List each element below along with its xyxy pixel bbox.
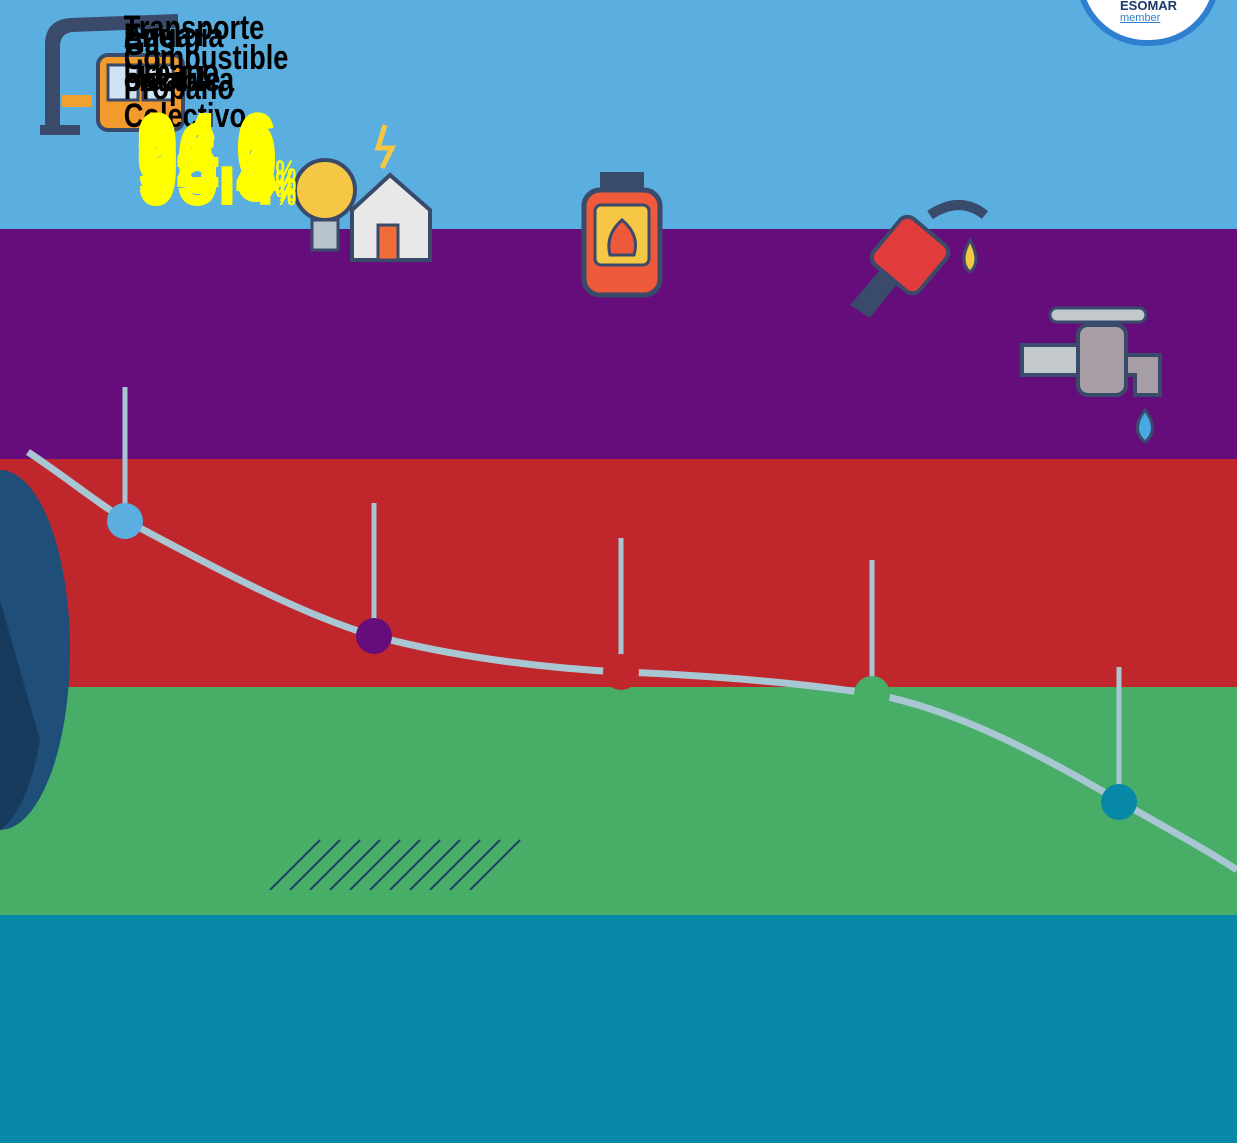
card-label: Combustible [0, 36, 1237, 80]
label-line: Energía [123, 17, 224, 55]
dot [356, 618, 392, 654]
stripes [269, 839, 521, 890]
value-unit: % [275, 175, 297, 208]
label-line: Propano [123, 69, 235, 107]
card-label: Transporte Urbano Colectivo [0, 6, 1237, 138]
dot [854, 676, 890, 712]
card-value: 95.4% [136, 122, 1101, 220]
value-unit: % [275, 155, 297, 188]
label-line: eléctrica [123, 61, 235, 99]
value-number: 96.9 [136, 104, 278, 214]
value-number: 94.6 [136, 92, 278, 202]
logo-text: ESOMAR [1120, 0, 1178, 13]
card-value: 94.3% [136, 118, 1101, 216]
dot [603, 654, 639, 690]
label-line: Urbano [123, 53, 219, 91]
label-line: potable [123, 61, 221, 99]
label-line: Agua [123, 17, 192, 55]
dot [1101, 784, 1137, 820]
label-line: Colectivo [123, 97, 247, 135]
value-unit: % [275, 167, 297, 200]
card: Combustible 94.6% [0, 39, 1237, 915]
logo-sub: member [1120, 12, 1161, 24]
value-number: 94.3 [136, 112, 278, 222]
dot [107, 503, 143, 539]
card-label: Gas Propano [0, 22, 1237, 110]
icons [40, 14, 1162, 444]
card-value: 96.9% [136, 110, 1101, 208]
card: Transporte Urbano Colectivo 96.9% [0, 0, 1237, 229]
card: Agua potable 94.3% [0, 17, 1237, 1143]
label-line: Combustible [123, 39, 289, 77]
card-label: Agua potable [0, 14, 1237, 102]
side-shape-dark [0, 600, 40, 830]
value-unit: % [275, 179, 297, 212]
background [0, 14, 1237, 890]
label-line: Transporte [123, 9, 265, 47]
card-value: 94.6% [136, 98, 1101, 196]
card-label: Energía eléctrica [0, 14, 1237, 102]
card: Energía eléctrica 96.1% [0, 17, 1237, 459]
value-number: 95.4 [136, 116, 278, 226]
label-line: Gas [123, 25, 176, 63]
value-number: 96.1 [136, 102, 278, 212]
card-value: 96.1% [136, 108, 1101, 206]
value-unit: % [275, 165, 297, 198]
